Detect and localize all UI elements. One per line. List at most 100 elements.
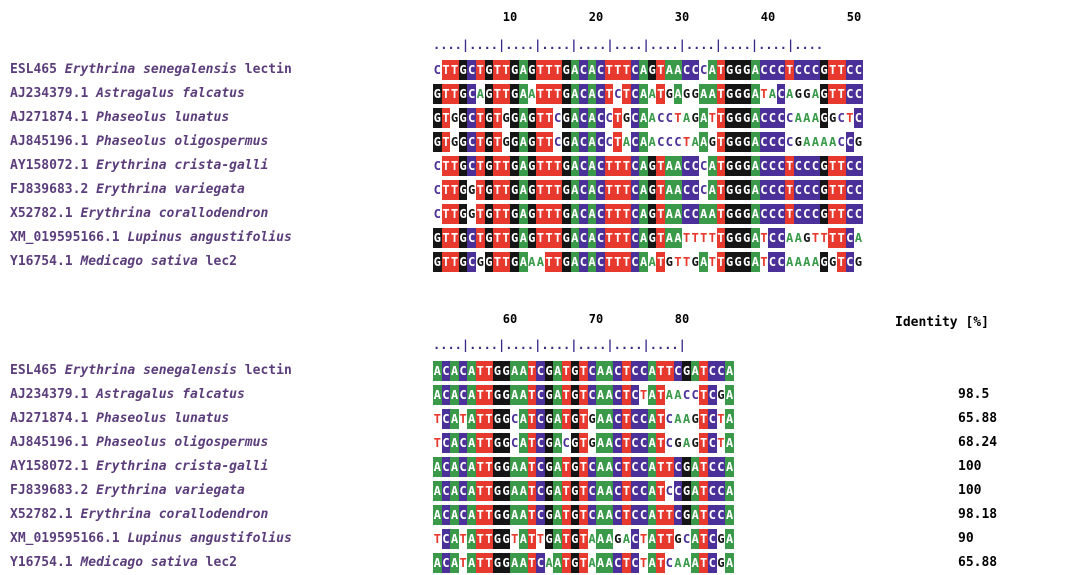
nucleotide: A <box>682 433 691 453</box>
nucleotide: T <box>656 204 666 224</box>
nucleotide: C <box>536 385 545 405</box>
nucleotide: T <box>475 553 485 573</box>
nucleotide: T <box>441 252 451 272</box>
nucleotide: A <box>553 529 562 549</box>
nucleotide: C <box>613 433 623 453</box>
nucleotide: T <box>699 505 708 525</box>
nucleotide: C <box>802 180 812 200</box>
identity-value: 98.5 <box>958 387 990 402</box>
nucleotide: C <box>604 108 614 128</box>
nucleotide: A <box>553 361 562 381</box>
sequence-label: AY158072.1 Erythrina crista-galli <box>10 459 268 474</box>
species-name: Erythrina corallodendron <box>80 507 269 522</box>
nucleotide: A <box>725 481 734 501</box>
nucleotide: C <box>630 361 640 381</box>
identity-header: Identity [%] <box>895 315 989 330</box>
nucleotide: G <box>742 252 751 272</box>
ruler-tick: 30 <box>674 10 690 24</box>
nucleotide: G <box>725 180 734 200</box>
nucleotide: C <box>630 108 640 128</box>
nucleotide: A <box>750 156 760 176</box>
nucleotide: A <box>536 252 545 272</box>
nucleotide: T <box>441 84 451 104</box>
nucleotide: A <box>467 457 476 477</box>
nucleotide: C <box>854 180 863 200</box>
nucleotide: T <box>656 156 666 176</box>
nucleotide: T <box>613 108 623 128</box>
nucleotide: A <box>793 108 803 128</box>
nucleotide: G <box>484 156 494 176</box>
nucleotide: A <box>673 60 683 80</box>
nucleotide: A <box>647 457 657 477</box>
nucleotide: A <box>647 553 657 573</box>
ruler-tick: 10 <box>502 10 518 24</box>
nucleotide: T <box>639 385 648 405</box>
nucleotide: T <box>622 84 631 104</box>
sequence-label: ESL465 Erythrina senegalensis lectin <box>10 363 292 378</box>
nucleotide: T <box>613 132 623 152</box>
nucleotide: A <box>544 553 554 573</box>
sequence-label: AJ845196.1 Phaseolus oligospermus <box>10 435 268 450</box>
nucleotide: C <box>776 204 786 224</box>
nucleotide: C <box>553 108 562 128</box>
nucleotide: T <box>622 156 631 176</box>
accession-id: AJ271874.1 <box>10 411 97 426</box>
nucleotide: G <box>484 84 494 104</box>
nucleotide: A <box>604 529 614 549</box>
nucleotide: A <box>518 457 528 477</box>
nucleotide: T <box>475 433 485 453</box>
nucleotide: G <box>450 132 459 152</box>
nucleotide: G <box>493 385 502 405</box>
nucleotide: C <box>467 132 476 152</box>
nucleotide: T <box>604 180 614 200</box>
nucleotide: G <box>458 60 468 80</box>
sequence-label: ESL465 Erythrina senegalensis lectin <box>10 62 292 77</box>
nucleotide: C <box>596 132 605 152</box>
nucleotide: T <box>622 505 631 525</box>
nucleotide: T <box>536 204 545 224</box>
nucleotide: T <box>561 361 571 381</box>
accession-id: Y16754.1 <box>10 555 81 570</box>
nucleotide: C <box>630 156 640 176</box>
nucleotide: C <box>433 180 442 200</box>
nucleotide: T <box>656 228 666 248</box>
nucleotide: C <box>587 457 597 477</box>
ruler-top: 10 20 30 40 50 <box>433 10 1083 26</box>
nucleotide: C <box>811 180 820 200</box>
gene-suffix: lec2 <box>197 254 237 269</box>
nucleotide: A <box>450 481 459 501</box>
nucleotide: A <box>596 457 605 477</box>
nucleotide: A <box>725 457 734 477</box>
nucleotide: T <box>493 156 502 176</box>
nucleotide: G <box>647 60 657 80</box>
nucleotide: A <box>811 132 820 152</box>
nucleotide: G <box>493 553 502 573</box>
nucleotide: C <box>596 228 605 248</box>
nucleotide: G <box>570 553 580 573</box>
nucleotide: A <box>587 60 597 80</box>
nucleotide: T <box>484 361 494 381</box>
nucleotide: T <box>836 252 846 272</box>
nucleotide: C <box>639 505 648 525</box>
nucleotide: A <box>647 132 657 152</box>
sequence-row: GTTGCAGTTGAATTTGACACTCTCAATGAGGAATGGGATA… <box>433 84 863 104</box>
sequence-row: ACACATTGGAATCGATGTCAACTCTATAACCTCGA <box>433 385 734 405</box>
nucleotide: C <box>630 505 640 525</box>
nucleotide: C <box>639 433 648 453</box>
nucleotide: A <box>725 385 734 405</box>
nucleotide: A <box>518 361 528 381</box>
nucleotide: C <box>854 204 863 224</box>
nucleotide: T <box>475 409 485 429</box>
nucleotide: A <box>450 433 459 453</box>
nucleotide: A <box>725 553 734 573</box>
nucleotide: G <box>501 385 511 405</box>
nucleotide: A <box>596 361 605 381</box>
nucleotide: C <box>630 84 640 104</box>
nucleotide: C <box>854 156 863 176</box>
nucleotide: T <box>475 481 485 501</box>
nucleotide: A <box>811 84 820 104</box>
nucleotide: C <box>785 132 794 152</box>
nucleotide: A <box>510 505 519 525</box>
nucleotide: G <box>708 132 717 152</box>
nucleotide: C <box>793 156 803 176</box>
